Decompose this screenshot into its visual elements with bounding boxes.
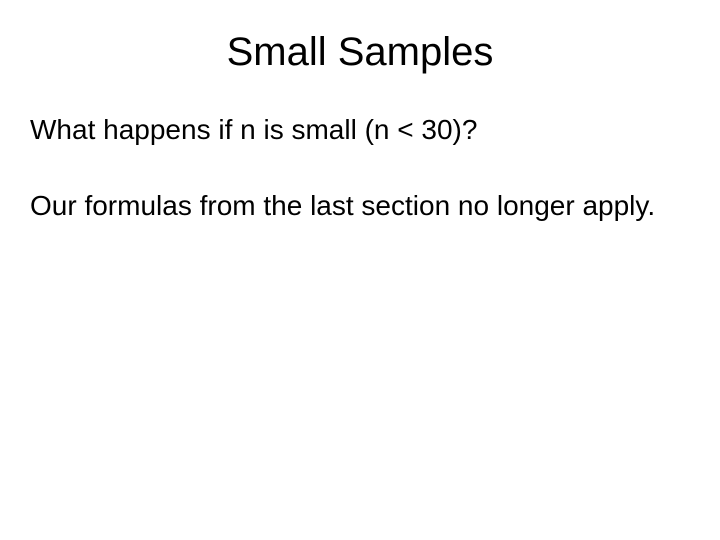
- slide-title: Small Samples: [30, 30, 690, 75]
- paragraph-2: Our formulas from the last section no lo…: [30, 189, 690, 223]
- slide-container: Small Samples What happens if n is small…: [0, 0, 720, 540]
- paragraph-1: What happens if n is small (n < 30)?: [30, 113, 690, 147]
